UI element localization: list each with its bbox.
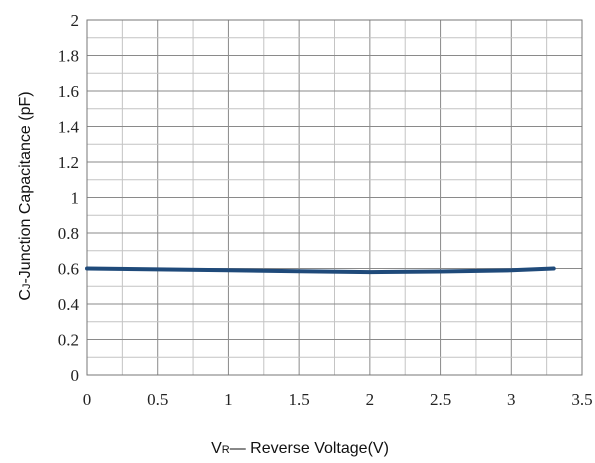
- plot-frame: [86, 19, 583, 376]
- x-axis-label: VR— Reverse Voltage(V): [211, 440, 389, 457]
- y-tick-label: 0.4: [58, 295, 80, 314]
- y-tick-label: 1.4: [58, 118, 80, 137]
- x-tick-label: 3.5: [571, 390, 592, 409]
- tick-labels: 0 0.5 1 1.5 2 2.5 3 3.5 0 0.2 0.4 0.6 0.8 1 1.2 1.4 1.6 1…: [58, 11, 593, 409]
- y-tick-label: 1: [71, 189, 80, 208]
- y-axis-label: CJ-Junction Capacitance (pF): [17, 91, 34, 300]
- y-tick-label: 1.8: [58, 47, 79, 66]
- x-tick-label: 2.5: [430, 390, 451, 409]
- series-line: [85, 266, 556, 275]
- x-tick-label: 0: [83, 390, 92, 409]
- y-tick-label: 0.2: [58, 331, 79, 350]
- y-tick-label: 1.6: [58, 82, 79, 101]
- x-tick-label: 1: [224, 390, 233, 409]
- x-tick-label: 1.5: [289, 390, 310, 409]
- y-tick-label: 0: [71, 366, 80, 385]
- y-tick-label: 2: [71, 11, 80, 30]
- y-tick-label: 0.8: [58, 224, 79, 243]
- x-tick-label: 3: [507, 390, 516, 409]
- y-tick-label: 0.6: [58, 260, 79, 279]
- y-tick-label: 1.2: [58, 153, 79, 172]
- x-tick-label: 2: [366, 390, 375, 409]
- series-layer: [85, 266, 556, 275]
- x-tick-label: 0.5: [147, 390, 168, 409]
- grid: [86, 19, 583, 376]
